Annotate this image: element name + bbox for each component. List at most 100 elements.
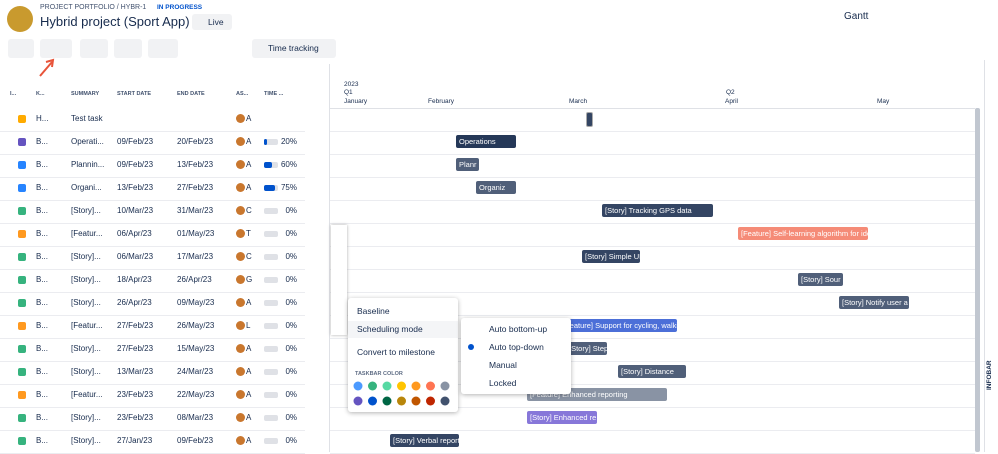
view-button[interactable] (80, 39, 108, 58)
menu-item[interactable]: Convert to milestone (357, 347, 435, 357)
table-row[interactable]: B... Operati... 09/Feb/23 20/Feb/23 A 20% (0, 131, 305, 155)
progress-bar (264, 277, 278, 283)
assignee-avatar (236, 436, 245, 445)
table-row[interactable]: B... [Story]... 18/Apr/23 26/Apr/23 G 0% (0, 269, 305, 293)
cell: A (246, 298, 252, 307)
live-dropdown[interactable]: Live (192, 14, 232, 30)
cell: B... (36, 390, 49, 399)
type-icon (18, 253, 26, 261)
table-row[interactable]: B... [Featur... 23/Feb/23 22/May/23 A 0% (0, 384, 305, 408)
progress-bar (264, 231, 278, 237)
radio-selected (468, 344, 474, 350)
link-button[interactable] (148, 39, 178, 58)
cell: 20/Feb/23 (177, 137, 214, 146)
color-swatch[interactable] (353, 396, 363, 406)
color-palette[interactable] (352, 380, 456, 410)
cell: Plannin... (71, 160, 105, 169)
table-row[interactable]: B... [Story]... 06/Mar/23 17/Mar/23 C 0% (0, 246, 305, 270)
color-swatch[interactable] (440, 381, 450, 391)
cell: 0% (285, 229, 297, 238)
cell: 17/Mar/23 (177, 252, 214, 261)
submenu-item[interactable]: Locked (489, 378, 517, 388)
type-icon (18, 322, 26, 330)
cell: A (246, 114, 252, 123)
breadcrumb[interactable]: PROJECT PORTFOLIO / HYBR-1 (40, 4, 147, 11)
table-row[interactable]: H... Test task A (0, 108, 305, 132)
cell: 26/May/23 (177, 321, 215, 330)
month: March (569, 98, 588, 105)
type-icon (18, 138, 26, 146)
cell: B... (36, 344, 49, 353)
color-swatch[interactable] (397, 396, 406, 406)
color-swatch[interactable] (426, 381, 435, 391)
cell: 27/Feb/23 (177, 183, 214, 192)
infobar[interactable]: INFOBAR (986, 360, 993, 390)
cell: 27/Feb/23 (117, 321, 154, 330)
color-swatch[interactable] (426, 396, 435, 406)
color-title: TASKBAR COLOR (355, 371, 403, 377)
time-tracking[interactable]: Time tracking (252, 39, 336, 58)
scrollbar (975, 108, 980, 452)
cell: 10/Mar/23 (117, 206, 154, 215)
menu-item[interactable]: Baseline (357, 306, 390, 316)
column-header: SUMMARY (71, 91, 100, 97)
table-row[interactable]: B... [Story]... 26/Apr/23 09/May/23 A 0% (0, 292, 305, 316)
progress-bar (264, 300, 278, 306)
color-swatch[interactable] (368, 396, 377, 406)
type-icon (18, 414, 26, 422)
table-row[interactable]: B... [Story]... 27/Feb/23 15/May/23 A 0% (0, 338, 305, 362)
submenu-item[interactable]: Auto bottom-up (489, 324, 548, 334)
color-swatch[interactable] (440, 396, 450, 406)
progress-bar (264, 185, 278, 191)
table-row[interactable]: B... Plannin... 09/Feb/23 13/Feb/23 A 60% (0, 154, 305, 178)
progress-fill (264, 139, 267, 145)
color-swatch[interactable] (382, 381, 392, 391)
color-swatch[interactable] (353, 381, 363, 391)
table-row[interactable]: B... [Story]... 27/Jan/23 09/Feb/23 A 0% (0, 430, 305, 454)
layout-button[interactable] (114, 39, 142, 58)
cell: [Story]... (71, 298, 101, 307)
table-row[interactable]: B... [Story]... 13/Mar/23 24/Mar/23 A 0% (0, 361, 305, 385)
infobar-panel: INFOBAR (984, 60, 998, 452)
submenu-item[interactable]: Auto top-down (489, 342, 544, 352)
cell: 13/Feb/23 (117, 183, 154, 192)
type-icon (18, 276, 26, 284)
cell: B... (36, 413, 49, 422)
year: 2023 (344, 81, 359, 88)
cell: [Story]... (71, 252, 101, 261)
cell: 0% (285, 436, 297, 445)
folder-button[interactable] (40, 39, 72, 58)
type-icon (18, 115, 26, 123)
cell: Operati... (71, 137, 104, 146)
column-header: TIME ... (264, 91, 284, 97)
table-row[interactable]: B... [Story]... 10/Mar/23 31/Mar/23 C 0% (0, 200, 305, 224)
color-swatch[interactable] (368, 381, 377, 391)
view-selector[interactable]: Gantt (844, 11, 869, 22)
color-swatch[interactable] (411, 381, 421, 391)
cell: 0% (285, 413, 297, 422)
row-actions (331, 225, 347, 335)
table-row[interactable]: B... [Featur... 06/Apr/23 01/May/23 T 0% (0, 223, 305, 247)
cell: B... (36, 206, 49, 215)
table-row[interactable]: B... [Story]... 23/Feb/23 08/Mar/23 A 0% (0, 407, 305, 431)
progress-bar (264, 369, 278, 375)
cell: 09/Feb/23 (117, 160, 154, 169)
cell: C (246, 206, 252, 215)
color-swatch[interactable] (411, 396, 421, 406)
color-swatch[interactable] (397, 381, 406, 391)
status[interactable]: IN PROGRESS (157, 4, 203, 11)
menu-item[interactable]: Scheduling mode (357, 324, 423, 334)
cell: 0% (285, 321, 297, 330)
cell: 23/Feb/23 (117, 413, 154, 422)
table-row[interactable]: B... Organi... 13/Feb/23 27/Feb/23 A 75% (0, 177, 305, 201)
color-swatch[interactable] (382, 396, 392, 406)
title[interactable]: Hybrid project (Sport App) (40, 14, 190, 29)
add-button[interactable] (8, 39, 34, 58)
progress-fill (264, 162, 273, 168)
cell: Test task (71, 114, 103, 123)
cell: 06/Apr/23 (117, 229, 152, 238)
cell: [Story]... (71, 275, 101, 284)
submenu-item[interactable]: Manual (489, 360, 517, 370)
table-row[interactable]: B... [Featur... 27/Feb/23 26/May/23 L 0% (0, 315, 305, 339)
cell: 20% (280, 137, 297, 146)
